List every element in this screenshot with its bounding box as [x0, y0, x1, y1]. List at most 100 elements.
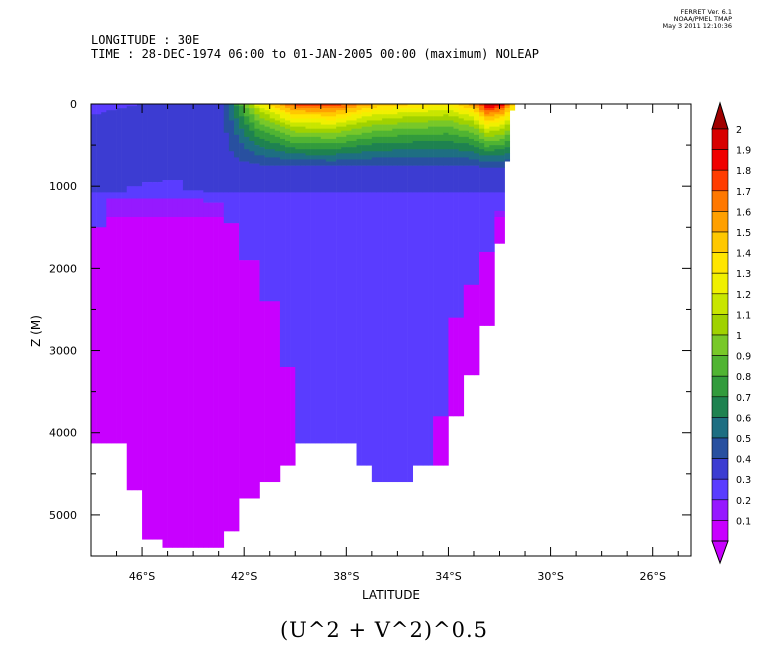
field-cell — [269, 134, 276, 144]
field-cell — [341, 126, 347, 132]
field-cell — [473, 128, 480, 136]
field-cell — [438, 120, 444, 127]
field-cell — [142, 182, 148, 199]
field-cell — [259, 112, 265, 119]
field-cell — [264, 114, 271, 121]
field-cell — [172, 180, 179, 199]
field-cell — [356, 192, 362, 466]
field-cell — [458, 124, 465, 132]
field-cell — [351, 104, 357, 107]
field-cell — [422, 122, 429, 129]
field-cell — [382, 143, 388, 152]
field-cell — [325, 132, 332, 140]
field-cell — [428, 120, 434, 127]
field-cell — [376, 114, 383, 121]
field-cell — [468, 116, 475, 121]
field-cell — [96, 227, 102, 444]
field-cell — [249, 108, 255, 115]
field-cell — [315, 106, 322, 109]
field-cell — [371, 104, 378, 109]
field-cell — [116, 192, 122, 199]
field-cell — [479, 149, 485, 156]
field-cell — [285, 104, 291, 107]
field-cell — [458, 114, 465, 119]
field-cell — [484, 151, 490, 156]
field-cell — [351, 124, 357, 129]
field-cell — [239, 143, 245, 162]
field-cell — [489, 251, 495, 326]
field-cell — [428, 149, 434, 158]
colorbar-swatch — [711, 231, 729, 253]
field-cell — [376, 165, 383, 193]
field-cell — [305, 155, 311, 160]
colorbar-swatch — [711, 499, 729, 521]
x-tick-label: 34°S — [435, 570, 461, 583]
field-cell — [366, 138, 373, 146]
field-cell — [443, 192, 449, 417]
colorbar-swatch — [711, 520, 729, 542]
field-cell — [433, 110, 439, 117]
field-cell — [320, 108, 327, 113]
field-cell — [448, 149, 454, 158]
field-cell — [254, 260, 260, 499]
y-axis: 0 1000 2000 3000 4000 5000 — [49, 98, 691, 557]
field-cell — [366, 106, 373, 109]
field-cell — [244, 192, 250, 261]
field-cell — [269, 143, 276, 150]
field-cell — [376, 192, 383, 483]
field-cell — [300, 149, 306, 154]
field-cell — [468, 138, 475, 146]
field-cell — [310, 118, 316, 123]
field-cell — [443, 140, 449, 150]
field-cell — [443, 126, 449, 134]
field-cell — [228, 223, 235, 532]
field-cell — [463, 120, 470, 125]
field-cell — [274, 157, 281, 166]
field-cell — [274, 108, 281, 111]
field-cell — [458, 151, 465, 158]
field-cell — [239, 192, 245, 261]
field-cell — [463, 284, 470, 376]
field-cell — [336, 132, 342, 138]
field-cell — [203, 217, 209, 548]
field-cell — [285, 128, 291, 136]
field-cell — [336, 126, 342, 134]
field-cell — [315, 155, 322, 160]
y-axis-label: Z (M) — [29, 315, 43, 347]
field-cell — [208, 104, 214, 193]
field-cell — [468, 132, 475, 140]
field-cell — [142, 198, 148, 218]
field-cell — [392, 104, 398, 107]
field-cell — [188, 104, 194, 191]
field-cell — [397, 143, 403, 150]
field-cell — [351, 134, 357, 142]
field-cell — [376, 106, 383, 111]
field-cell — [443, 120, 449, 127]
field-cell — [468, 192, 475, 286]
field-cell — [172, 217, 179, 548]
field-cell — [443, 132, 449, 142]
field-cell — [279, 126, 286, 134]
field-cell — [417, 165, 424, 193]
field-cell — [305, 132, 311, 138]
field-cell — [223, 192, 230, 224]
field-cell — [346, 130, 352, 136]
field-cell — [188, 190, 194, 199]
field-cell — [479, 124, 485, 129]
field-cell — [208, 192, 214, 203]
field-cell — [167, 104, 174, 181]
field-cell — [290, 126, 296, 132]
field-cell — [325, 106, 332, 109]
field-cell — [233, 192, 240, 224]
field-cell — [392, 124, 398, 129]
field-cell — [387, 114, 393, 119]
field-cell — [152, 217, 158, 540]
field-cell — [310, 149, 316, 156]
field-cell — [422, 128, 429, 136]
field-cell — [402, 128, 408, 136]
field-cell — [407, 134, 414, 144]
colorbar-label: 0.2 — [736, 496, 751, 507]
field-cell — [438, 165, 444, 193]
field-cell — [428, 192, 434, 466]
field-cell — [387, 143, 393, 152]
